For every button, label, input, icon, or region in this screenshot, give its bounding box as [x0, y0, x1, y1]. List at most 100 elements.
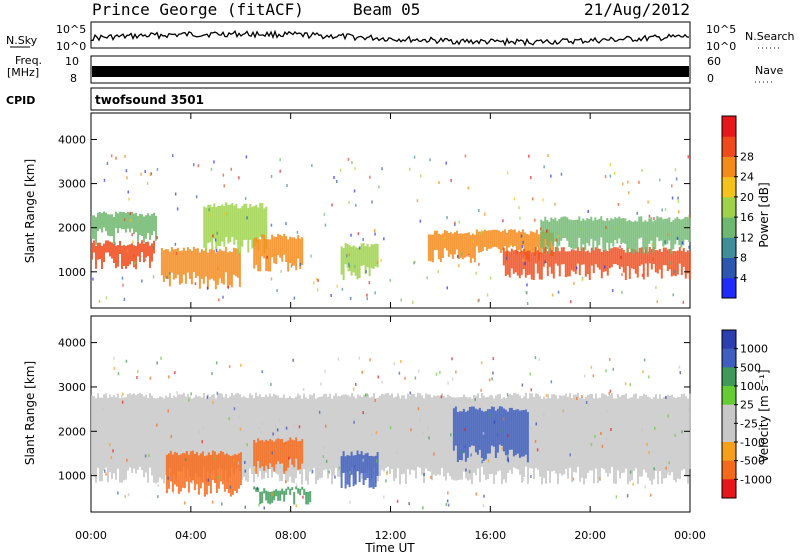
speckle-dot	[349, 471, 351, 475]
band-stripe	[293, 440, 296, 468]
speckle-dot	[654, 426, 656, 430]
band-stripe	[145, 242, 147, 258]
band-stripe	[179, 454, 182, 492]
band-stripe	[257, 239, 260, 272]
band-stripe	[543, 231, 546, 253]
band-stripe	[93, 240, 95, 253]
speckle-dot	[362, 458, 364, 462]
band-stripe	[153, 212, 155, 232]
band-stripe	[610, 248, 613, 268]
station-title: Prince George (fitACF)	[92, 0, 304, 19]
band-stripe	[654, 220, 657, 249]
band-stripe	[289, 236, 292, 264]
speckle-dot	[355, 203, 357, 207]
speckle-dot	[564, 471, 566, 475]
band-stripe	[125, 213, 127, 233]
speckle-dot	[290, 264, 293, 268]
band-stripe	[467, 232, 470, 255]
speckle-dot	[492, 371, 494, 375]
band-stripe	[514, 249, 517, 273]
speckle-dot	[656, 300, 658, 304]
speckle-dot	[465, 468, 467, 472]
speckle-dot	[348, 253, 350, 257]
band-stripe	[267, 491, 270, 504]
speckle-dot	[576, 266, 578, 270]
speckle-dot	[446, 216, 448, 220]
speckle-dot	[451, 377, 454, 381]
band-stripe	[517, 230, 520, 251]
speckle-dot	[513, 197, 516, 201]
band-stripe	[455, 230, 458, 250]
colorbar-segment	[722, 176, 736, 198]
x-tick-label: 00:00	[75, 529, 107, 542]
speckle-dot	[688, 214, 690, 218]
speckle-dot	[347, 157, 350, 161]
band-stripe	[451, 233, 454, 259]
band-stripe	[644, 220, 647, 250]
band-stripe	[259, 202, 262, 238]
speckle-dot	[149, 376, 152, 380]
speckle-dot	[217, 266, 219, 270]
speckle-dot	[331, 203, 333, 207]
band-stripe	[674, 218, 677, 245]
band-stripe	[351, 393, 353, 468]
speckle-dot	[188, 398, 190, 402]
band-stripe	[319, 396, 321, 479]
speckle-dot	[339, 168, 342, 172]
speckle-dot	[451, 357, 453, 361]
speckle-dot	[128, 197, 130, 201]
speckle-dot	[489, 413, 492, 417]
band-stripe	[273, 441, 276, 472]
band-stripe	[521, 229, 524, 246]
speckle-dot	[167, 476, 169, 480]
band-stripe	[201, 397, 203, 481]
band-stripe	[624, 252, 627, 280]
band-stripe	[670, 221, 673, 255]
speckle-dot	[478, 209, 480, 212]
band-stripe	[119, 398, 121, 483]
band-stripe	[225, 202, 228, 238]
speckle-dot	[404, 376, 406, 380]
band-stripe	[670, 251, 673, 277]
band-stripe	[638, 216, 641, 239]
band-stripe	[361, 396, 363, 479]
speckle-dot	[521, 245, 524, 249]
speckle-dot	[166, 276, 168, 279]
band-stripe	[221, 451, 224, 485]
band-stripe	[141, 240, 143, 252]
colorbar-tick-label: 500	[740, 361, 761, 374]
speckle-dot	[256, 487, 258, 490]
speckle-dot	[211, 372, 213, 376]
band-stripe	[219, 393, 221, 468]
band-stripe	[559, 395, 561, 474]
band-stripe	[596, 219, 599, 249]
band-stripe	[281, 439, 284, 464]
data-band-8	[540, 216, 691, 255]
band-stripe	[261, 397, 263, 480]
band-stripe	[235, 454, 238, 493]
speckle-dot	[622, 182, 624, 186]
band-stripe	[549, 232, 552, 256]
band-stripe	[303, 488, 306, 496]
speckle-dot	[679, 371, 681, 375]
band-stripe	[193, 453, 196, 491]
speckle-dot	[483, 494, 485, 498]
band-stripe	[617, 394, 619, 471]
band-stripe	[659, 394, 661, 472]
speckle-dot	[190, 392, 192, 396]
band-stripe	[321, 396, 323, 478]
y-tick-label: 4000	[58, 337, 86, 350]
speckle-dot	[214, 238, 217, 242]
band-stripe	[574, 250, 577, 275]
speckle-dot	[410, 428, 412, 432]
beam-title: Beam 05	[353, 0, 420, 19]
colorbar-tick-label: -500	[740, 455, 765, 468]
band-stripe	[611, 392, 613, 467]
band-stripe	[612, 219, 615, 247]
band-stripe	[323, 394, 325, 471]
band-stripe	[311, 395, 313, 475]
band-stripe	[352, 455, 355, 487]
speckle-dot	[467, 186, 470, 190]
speckle-dot	[207, 478, 210, 482]
band-stripe	[643, 393, 645, 470]
